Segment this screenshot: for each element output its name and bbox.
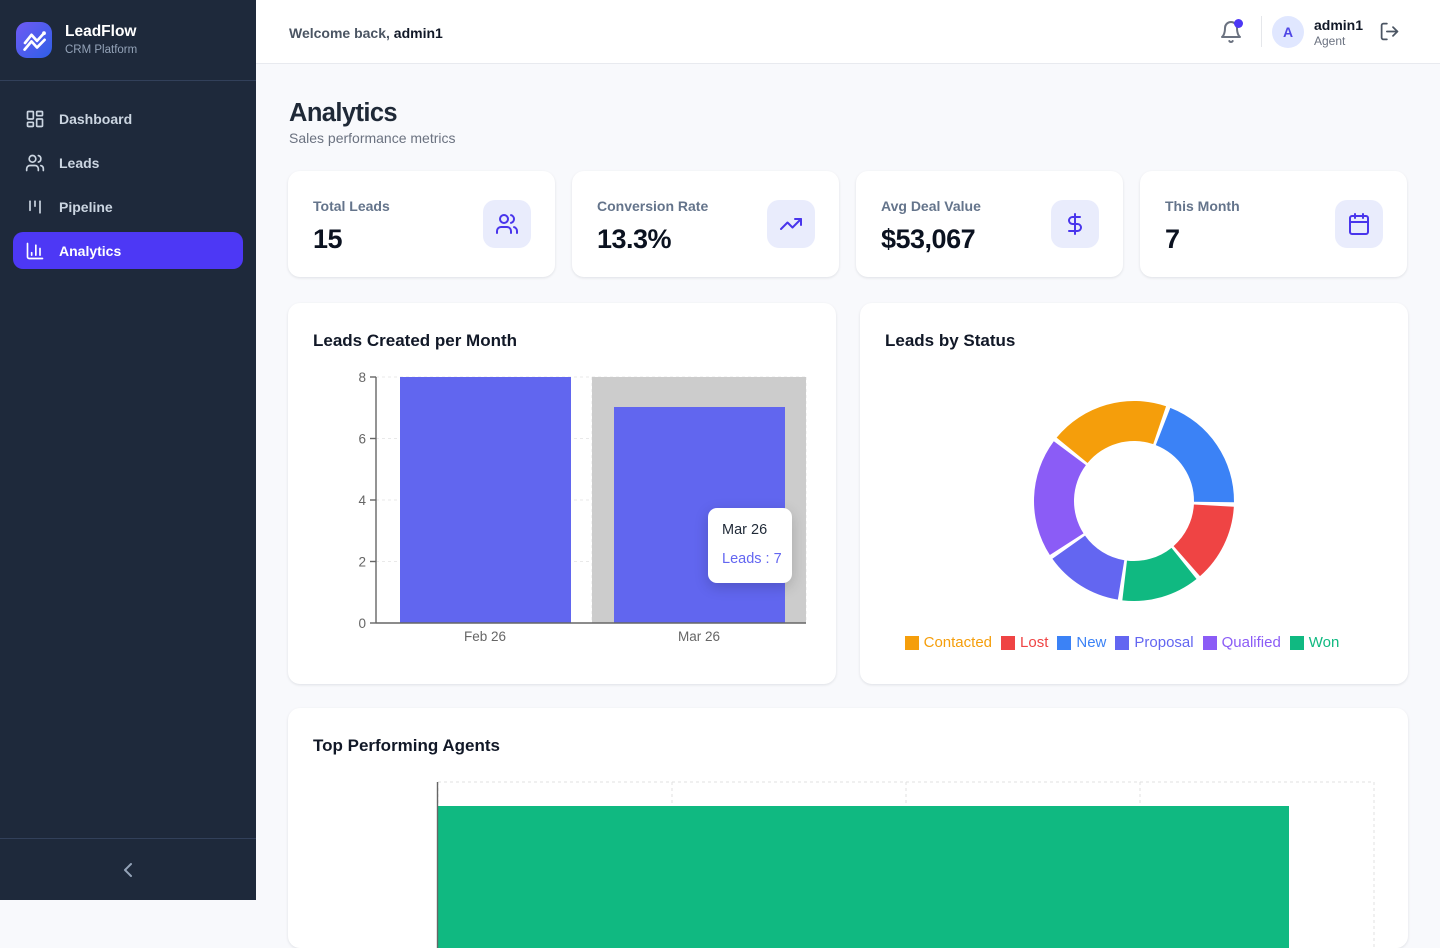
svg-text:8: 8 <box>358 370 366 385</box>
svg-text:0: 0 <box>358 616 366 631</box>
svg-text:6: 6 <box>358 432 366 447</box>
svg-text:Feb 26: Feb 26 <box>464 629 506 644</box>
svg-text:4: 4 <box>358 493 366 508</box>
svg-text:2: 2 <box>358 555 366 570</box>
svg-text:Mar 26: Mar 26 <box>678 629 720 644</box>
